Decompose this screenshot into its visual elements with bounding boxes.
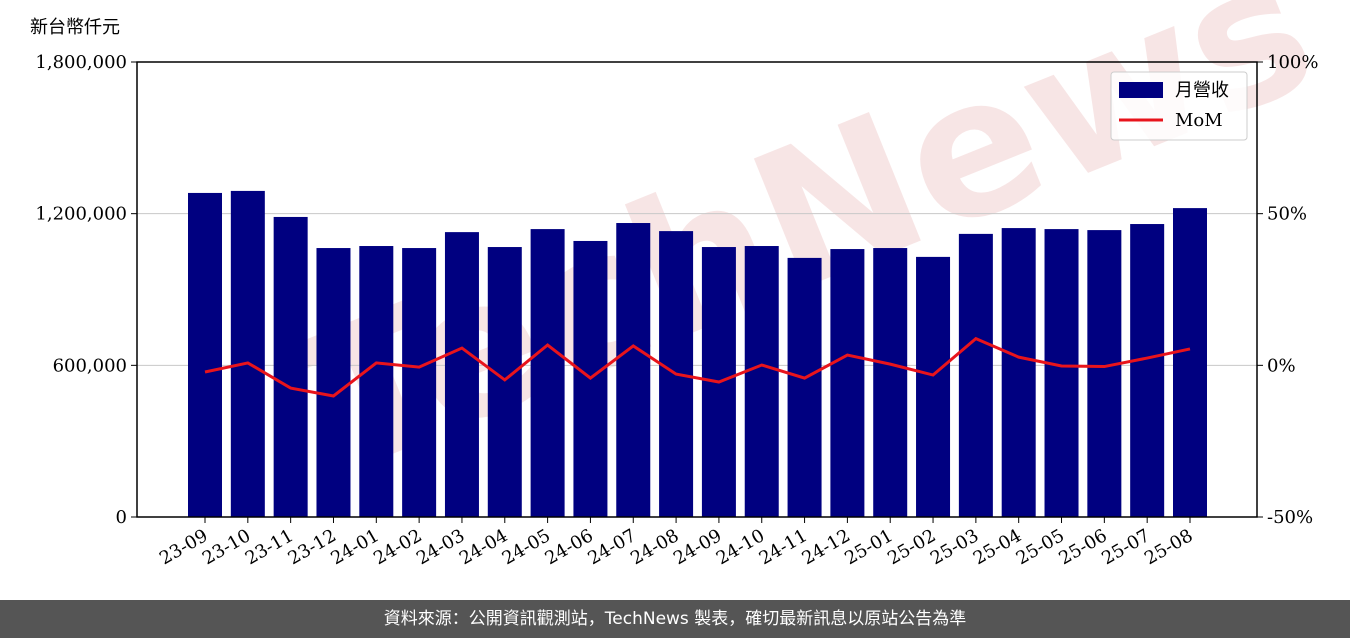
bar [830,249,865,518]
y-tick-label: 0 [116,507,127,528]
bar [1087,230,1122,517]
x-tick-label: 25-01 [841,525,896,569]
x-tick-label: 25-03 [927,525,982,569]
y-tick-label: 1,800,000 [35,52,127,73]
y-axis-label: 新台幣仟元 [30,17,120,38]
line [204,336,1191,398]
x-tick-label: 25-05 [1013,525,1068,569]
legend-label: 月營收 [1175,80,1229,101]
legend-label: MoM [1175,110,1223,131]
chart: TechNews 新台幣仟元 0600,0001,200,0001,800,00… [30,0,1341,569]
x-tick-label: 24-12 [798,525,853,569]
x-tick-label: 24-03 [413,525,468,569]
y2-tick-label: 50% [1267,204,1307,225]
x-tick-label: 25-08 [1141,525,1196,569]
x-tick-label: 24-04 [456,525,511,569]
x-tick-label: 23-12 [285,525,340,569]
bar [916,256,951,517]
x-tick-label: 24-08 [627,525,682,569]
y-tick-label: 1,200,000 [35,204,127,225]
bar [316,248,351,518]
bar [188,192,222,517]
bar [1130,224,1165,517]
x-tick-label: 24-02 [370,525,425,569]
bar [402,248,437,518]
bar [787,257,822,517]
footer: 資料來源：公開資訊觀測站，TechNews 製表，確切最新訊息以原站公告為準 [0,600,1350,638]
x-tick-label: 24-05 [499,525,554,569]
bar [744,246,779,517]
x-tick-label: 24-01 [327,525,382,569]
x-tick-label: 24-06 [541,525,596,569]
x-tick-label: 24-10 [713,525,768,569]
x-tick-label: 24-09 [670,525,725,569]
y2-tick-label: 100% [1267,52,1318,73]
y-tick-label: 600,000 [53,355,127,376]
bar [1173,208,1207,517]
bar [230,190,265,517]
x-tick-label: 23-11 [242,525,297,569]
x-tick-label: 25-06 [1055,525,1110,569]
plot-frame [136,61,1258,518]
bar [487,247,522,518]
x-tick-label: 25-02 [884,525,939,569]
bar [273,216,308,518]
bar [444,232,479,517]
legend-swatch [1119,82,1163,98]
y2-tick-label: -50% [1267,507,1313,528]
x-tick-label: 24-11 [756,525,811,569]
bar [873,248,908,518]
bar [958,233,993,517]
bar [1001,228,1036,517]
bar [1044,229,1079,517]
y2-tick-label: 0% [1267,355,1296,376]
bar [359,246,394,517]
x-tick-label: 25-07 [1098,525,1153,569]
x-tick-label: 23-09 [156,525,211,569]
x-tick-label: 23-10 [199,525,254,569]
x-tick-label: 24-07 [584,525,639,569]
x-tick-label: 25-04 [970,525,1025,569]
bar [530,229,565,517]
bar [616,223,651,517]
